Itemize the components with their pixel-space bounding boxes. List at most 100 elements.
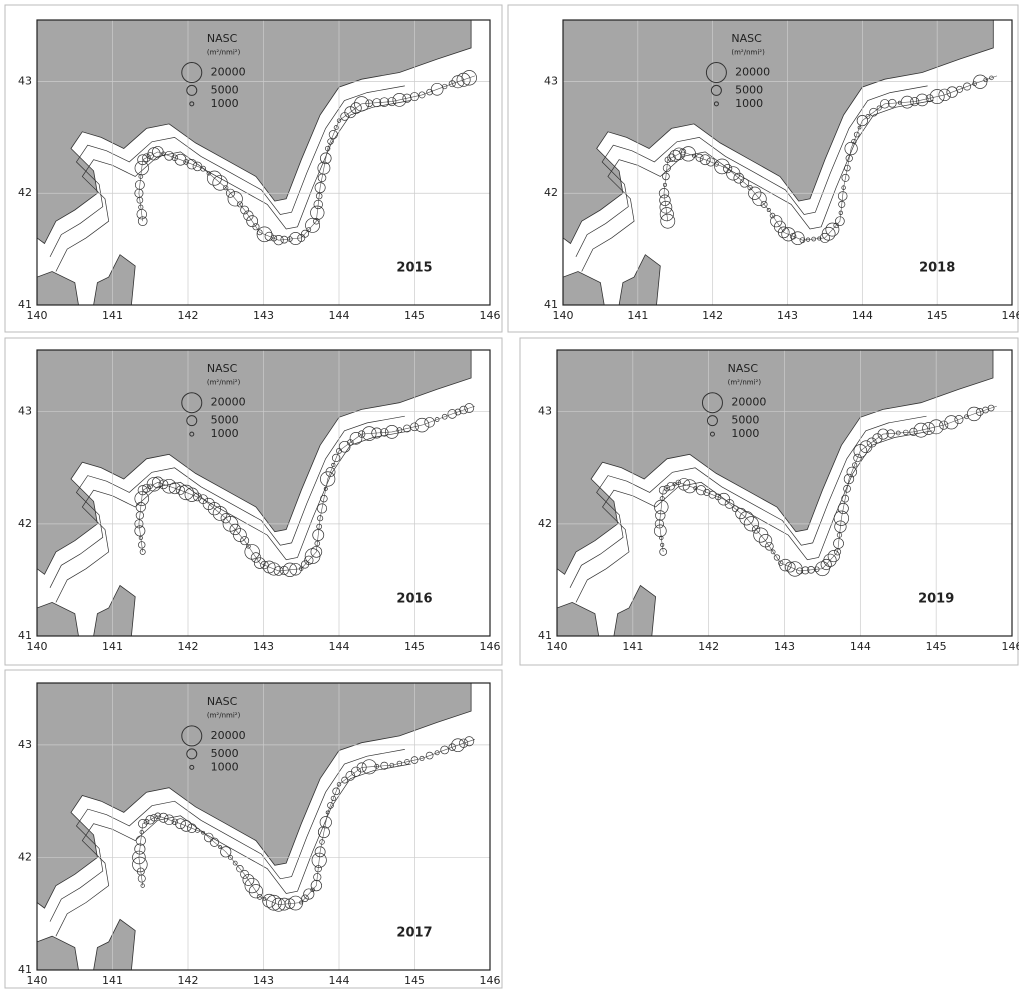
echo-circle [350,102,362,114]
y-tick-label: 42 [18,850,32,863]
land [36,19,472,245]
echo-circle [323,486,328,491]
echo-circle [311,852,327,868]
echo-circle [200,165,207,172]
y-tick-label: 43 [538,405,552,418]
echo-circle [154,812,162,820]
x-tick-label: 141 [102,309,123,322]
echo-circle [303,888,315,900]
x-tick-label: 144 [329,640,350,653]
echo-circle [784,561,796,573]
legend-label: 5000 [211,747,239,760]
echo-circle [464,403,475,413]
echo-circle [459,405,468,415]
echo-circle [246,215,259,228]
echo-circle [748,186,762,200]
echo-circle [765,541,774,551]
x-tick-label: 146 [1002,640,1019,653]
depth-contour [55,430,411,603]
panel-frame [4,669,503,989]
echo-circle [843,484,851,493]
echo-circle [246,543,251,549]
echo-circle [856,114,868,127]
legend-label: 1000 [211,427,239,440]
plot-frame [36,349,491,637]
panel-year: 2019 [918,591,954,606]
legend-unit: (m²/nmi²) [728,379,762,387]
echo-circle [229,523,241,536]
echo-circle [385,425,399,439]
echo-circle [315,192,323,200]
echo-circle [434,750,440,756]
legend-symbol [710,84,722,96]
echo-circle [841,185,846,190]
legend-label: 1000 [735,97,763,110]
echo-circle [380,761,389,770]
echo-circle [801,566,810,575]
echo-circle [301,229,309,238]
y-tick-label: 43 [18,405,32,418]
echo-circle [273,235,284,246]
echo-circle [137,485,148,496]
echo-circle [425,751,434,760]
echo-circle [146,477,162,492]
echo-circle [876,105,882,111]
legend-symbol [186,748,198,760]
echo-circle [142,153,151,163]
x-tick-label: 142 [178,640,199,653]
echo-circle [662,164,671,173]
echo-circle [212,175,228,191]
legend-symbol [701,392,723,414]
x-tick-label: 142 [698,640,719,653]
legend-symbol [189,764,195,770]
x-tick-label: 146 [480,309,501,322]
depth-contour [55,100,411,272]
echo-circle [310,879,322,892]
echo-circle [441,413,448,420]
y-tick-label: 42 [544,186,558,199]
echo-circle [872,433,883,444]
echo-circle [256,893,263,900]
legend-title: NASC [728,362,759,375]
depth-contour [49,749,405,922]
legend-label: 1000 [211,97,239,110]
echo-circle [458,738,469,748]
echo-circle [659,548,668,556]
echo-circle [233,528,247,542]
land [93,254,136,306]
echo-circle [699,154,711,166]
echo-circle [659,200,673,214]
x-tick-label: 145 [926,640,947,653]
echo-circle [773,220,787,233]
echo-circle [135,501,146,513]
plot-frame [36,682,491,971]
echo-circle [331,453,341,463]
echo-circle [954,415,964,425]
echo-circle [410,422,419,432]
legend-label: 5000 [735,83,763,96]
x-tick-label: 143 [253,309,274,322]
echo-circle [134,491,150,506]
echo-circle [836,532,843,538]
echo-circle [330,795,336,801]
echo-circle [299,900,304,905]
panel-year: 2018 [919,261,955,276]
echo-circle [327,138,334,145]
legend-label: 20000 [735,66,770,79]
echo-circle [341,776,349,784]
echo-circle [706,157,716,167]
echo-circle [837,191,848,201]
x-tick-label: 144 [850,640,871,653]
x-tick-label: 141 [102,640,123,653]
legend-symbol [181,725,203,747]
echo-circle [887,98,897,108]
echo-circle [354,96,370,112]
echo-circle [714,158,730,175]
panel-frame [519,337,1019,666]
echo-circle [374,763,380,769]
echo-circle [305,217,320,233]
map-panel: 140 141 142 143 144 145 146 41 42 43 NASC (m²/nmi²)… [4,669,503,989]
echo-circle [659,194,671,206]
echo-circle [654,524,667,538]
echo-circle [232,860,238,866]
